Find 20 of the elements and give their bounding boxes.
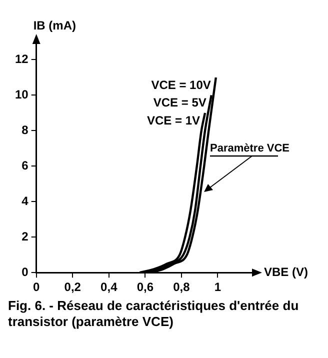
y-tick-label: 2 [22,229,29,244]
x-axis-title: VBE (V) [264,264,308,279]
series-label: VCE = 5V [153,96,206,110]
x-tick-label: 0,8 [173,280,190,294]
y-tick-label: 6 [22,158,29,172]
y-tick-label: 8 [22,123,29,138]
x-tick-label: 0,2 [64,280,82,294]
series-label: VCE = 10V [151,78,211,92]
y-axis-title: IB (mA) [33,18,76,32]
x-tick-label: 0,6 [136,280,154,294]
annotation: Paramètre VCE [210,142,290,155]
caption: Fig. 6. - Réseau de caractéristiques d'entrée du transistor (paramètre VCE) [8,298,300,330]
y-tick-label: 0 [22,264,29,279]
y-tick-label: 12 [14,52,29,66]
series-label: VCE = 1V [146,113,200,128]
y-tick-label: 10 [14,88,29,102]
x-tick-label: 0 [33,280,40,294]
y-tick-label: 4 [22,194,29,208]
x-tick-label: 0,4 [100,280,118,294]
x-tick-label: 1 [214,280,222,294]
